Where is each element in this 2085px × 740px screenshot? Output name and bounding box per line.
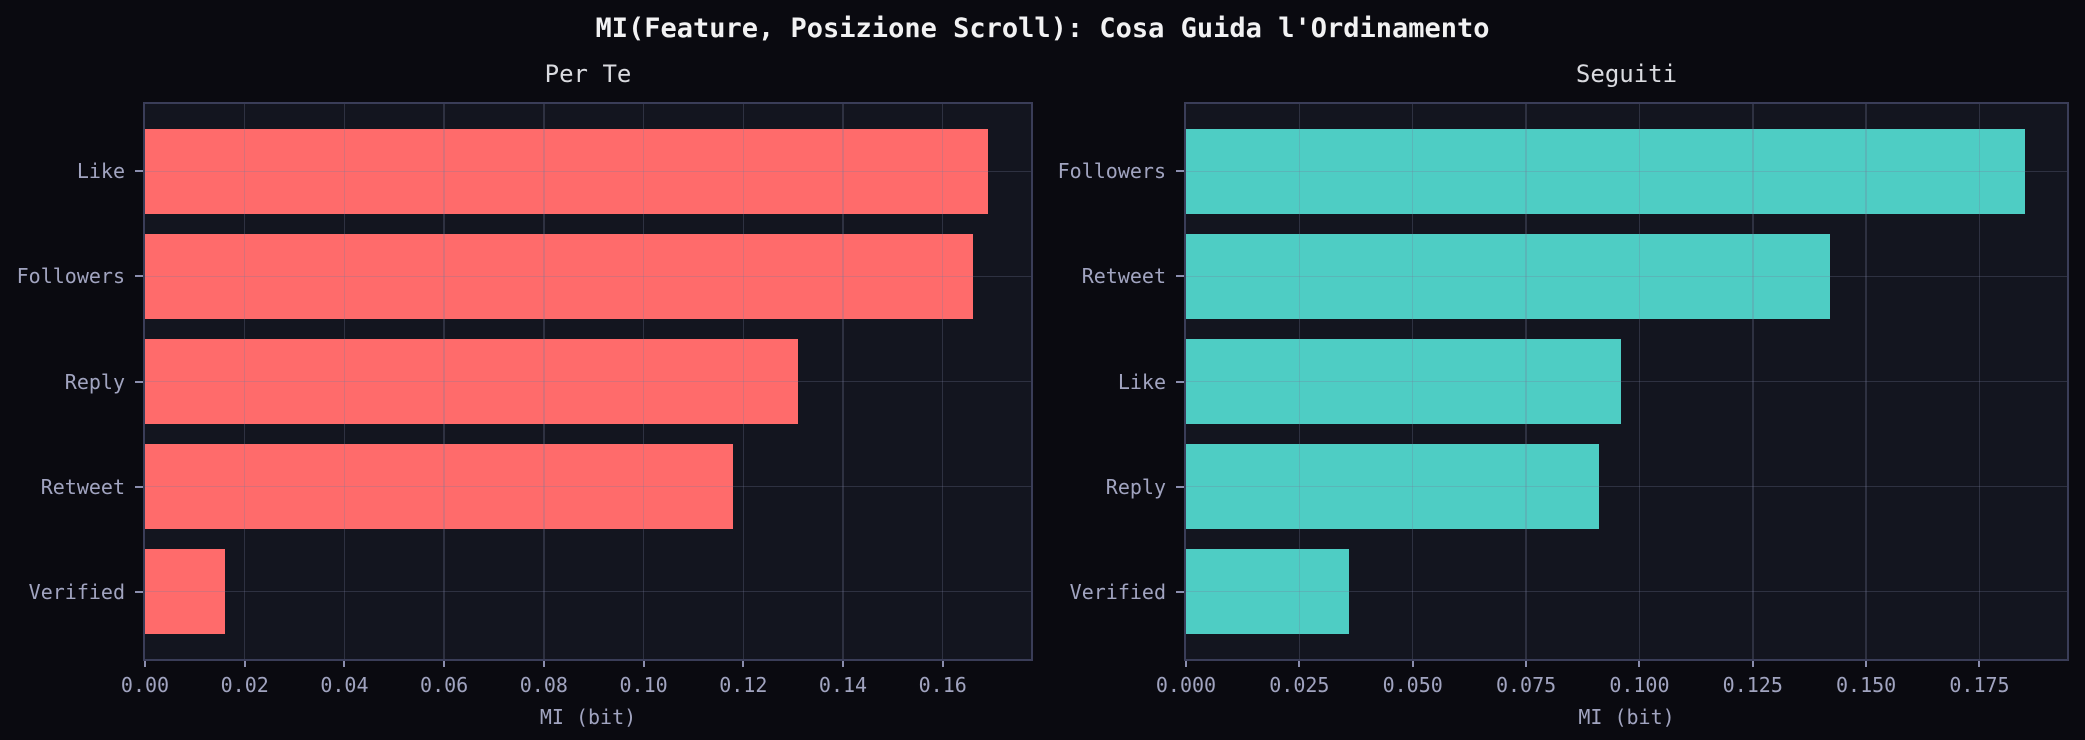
x-tick-label: 0.100 bbox=[1609, 673, 1670, 697]
x-tick-mark bbox=[1638, 661, 1641, 667]
y-tick-mark bbox=[1176, 275, 1184, 278]
chart-title: Seguiti bbox=[1575, 60, 1678, 88]
gridline-horizontal bbox=[1186, 380, 2067, 383]
x-tick-label: 0.150 bbox=[1836, 673, 1897, 697]
x-axis-label: MI (bit) bbox=[539, 705, 637, 729]
figure-title: MI(Feature, Posizione Scroll): Cosa Guid… bbox=[595, 13, 1490, 44]
x-tick-mark bbox=[144, 661, 146, 667]
gridline-vertical bbox=[941, 104, 944, 659]
x-tick-label: 0.08 bbox=[519, 673, 568, 697]
gridline-vertical bbox=[742, 104, 745, 659]
y-tick-mark bbox=[135, 170, 143, 173]
gridline-horizontal bbox=[1186, 170, 2067, 173]
gridline-horizontal bbox=[1186, 485, 2067, 488]
gridline-vertical bbox=[343, 104, 346, 659]
y-tick-label: Retweet bbox=[1081, 264, 1166, 289]
x-tick-mark bbox=[1525, 661, 1528, 667]
y-tick-label: Like bbox=[76, 159, 125, 184]
gridline-horizontal bbox=[145, 485, 1031, 488]
bar-reply bbox=[145, 339, 799, 424]
y-tick-mark bbox=[135, 590, 143, 593]
gridline-horizontal bbox=[145, 170, 1031, 173]
x-tick-label: 0.02 bbox=[220, 673, 269, 697]
x-tick-mark bbox=[941, 661, 944, 667]
gridline-horizontal bbox=[145, 590, 1031, 593]
x-tick-mark bbox=[842, 661, 845, 667]
x-tick-mark bbox=[1751, 661, 1754, 667]
x-tick-label: 0.025 bbox=[1269, 673, 1330, 697]
gridline-vertical bbox=[1411, 104, 1414, 659]
gridline-vertical bbox=[1865, 104, 1867, 659]
gridline-vertical bbox=[1978, 104, 1981, 659]
y-tick-label: Verified bbox=[1069, 579, 1166, 604]
bar-followers bbox=[145, 233, 973, 319]
x-tick-label: 0.125 bbox=[1722, 673, 1783, 697]
y-tick-mark bbox=[1176, 380, 1184, 383]
x-tick-mark bbox=[343, 661, 346, 667]
x-tick-mark bbox=[243, 661, 246, 667]
gridline-vertical bbox=[1525, 104, 1527, 659]
x-tick-label: 0.075 bbox=[1495, 673, 1557, 697]
x-tick-mark bbox=[1298, 661, 1301, 667]
y-tick-label: Like bbox=[1117, 369, 1166, 394]
bar-verified bbox=[1186, 549, 1350, 634]
gridline-vertical bbox=[443, 104, 445, 659]
gridline-vertical bbox=[642, 104, 645, 659]
bar-reply bbox=[1186, 444, 1599, 529]
bar-like bbox=[145, 128, 988, 214]
y-tick-mark bbox=[1176, 590, 1184, 593]
y-tick-label: Followers bbox=[1057, 159, 1166, 184]
x-tick-label: 0.00 bbox=[120, 673, 170, 697]
gridline-horizontal bbox=[145, 380, 1031, 383]
y-tick-label: Verified bbox=[28, 579, 125, 604]
y-tick-label: Retweet bbox=[40, 474, 125, 499]
x-tick-mark bbox=[1411, 661, 1414, 667]
plot-area bbox=[143, 102, 1033, 661]
bar-followers bbox=[1186, 128, 2025, 214]
x-tick-label: 0.10 bbox=[619, 673, 668, 697]
x-axis-label: MI (bit) bbox=[1578, 705, 1675, 729]
y-tick-label: Followers bbox=[16, 264, 125, 289]
x-tick-mark bbox=[1185, 661, 1187, 667]
gridline-vertical bbox=[842, 104, 844, 659]
x-tick-label: 0.000 bbox=[1155, 673, 1217, 697]
y-tick-mark bbox=[1176, 170, 1184, 173]
bar-retweet bbox=[1186, 233, 1830, 319]
x-tick-label: 0.175 bbox=[1949, 673, 2010, 697]
gridline-vertical bbox=[543, 104, 545, 659]
gridline-horizontal bbox=[145, 275, 1031, 278]
x-tick-mark bbox=[1865, 661, 1868, 667]
y-tick-label: Reply bbox=[64, 369, 125, 394]
x-tick-label: 0.04 bbox=[320, 673, 369, 697]
y-tick-mark bbox=[135, 380, 143, 383]
y-tick-mark bbox=[135, 485, 143, 488]
gridline-vertical bbox=[1752, 104, 1754, 659]
chart-title: Per Te bbox=[544, 60, 632, 88]
x-tick-label: 0.06 bbox=[420, 673, 469, 697]
x-tick-label: 0.14 bbox=[818, 673, 868, 697]
x-tick-mark bbox=[1978, 661, 1981, 667]
bar-retweet bbox=[145, 444, 734, 529]
x-tick-mark bbox=[542, 661, 545, 667]
gridline-vertical bbox=[1298, 104, 1301, 659]
x-tick-mark bbox=[443, 661, 446, 667]
gridline-horizontal bbox=[1186, 275, 2067, 278]
plot-area bbox=[1184, 102, 2069, 661]
x-tick-mark bbox=[642, 661, 645, 667]
gridline-vertical bbox=[243, 104, 246, 659]
x-tick-mark bbox=[742, 661, 745, 667]
y-tick-label: Reply bbox=[1105, 474, 1166, 499]
x-tick-label: 0.050 bbox=[1382, 673, 1443, 697]
x-tick-label: 0.16 bbox=[918, 673, 967, 697]
y-tick-mark bbox=[1176, 485, 1184, 488]
gridline-horizontal bbox=[1186, 590, 2067, 593]
bar-verified bbox=[145, 549, 225, 634]
x-tick-label: 0.12 bbox=[719, 673, 768, 697]
bar-like bbox=[1186, 339, 1622, 424]
y-tick-mark bbox=[135, 275, 143, 278]
gridline-vertical bbox=[1638, 104, 1641, 659]
